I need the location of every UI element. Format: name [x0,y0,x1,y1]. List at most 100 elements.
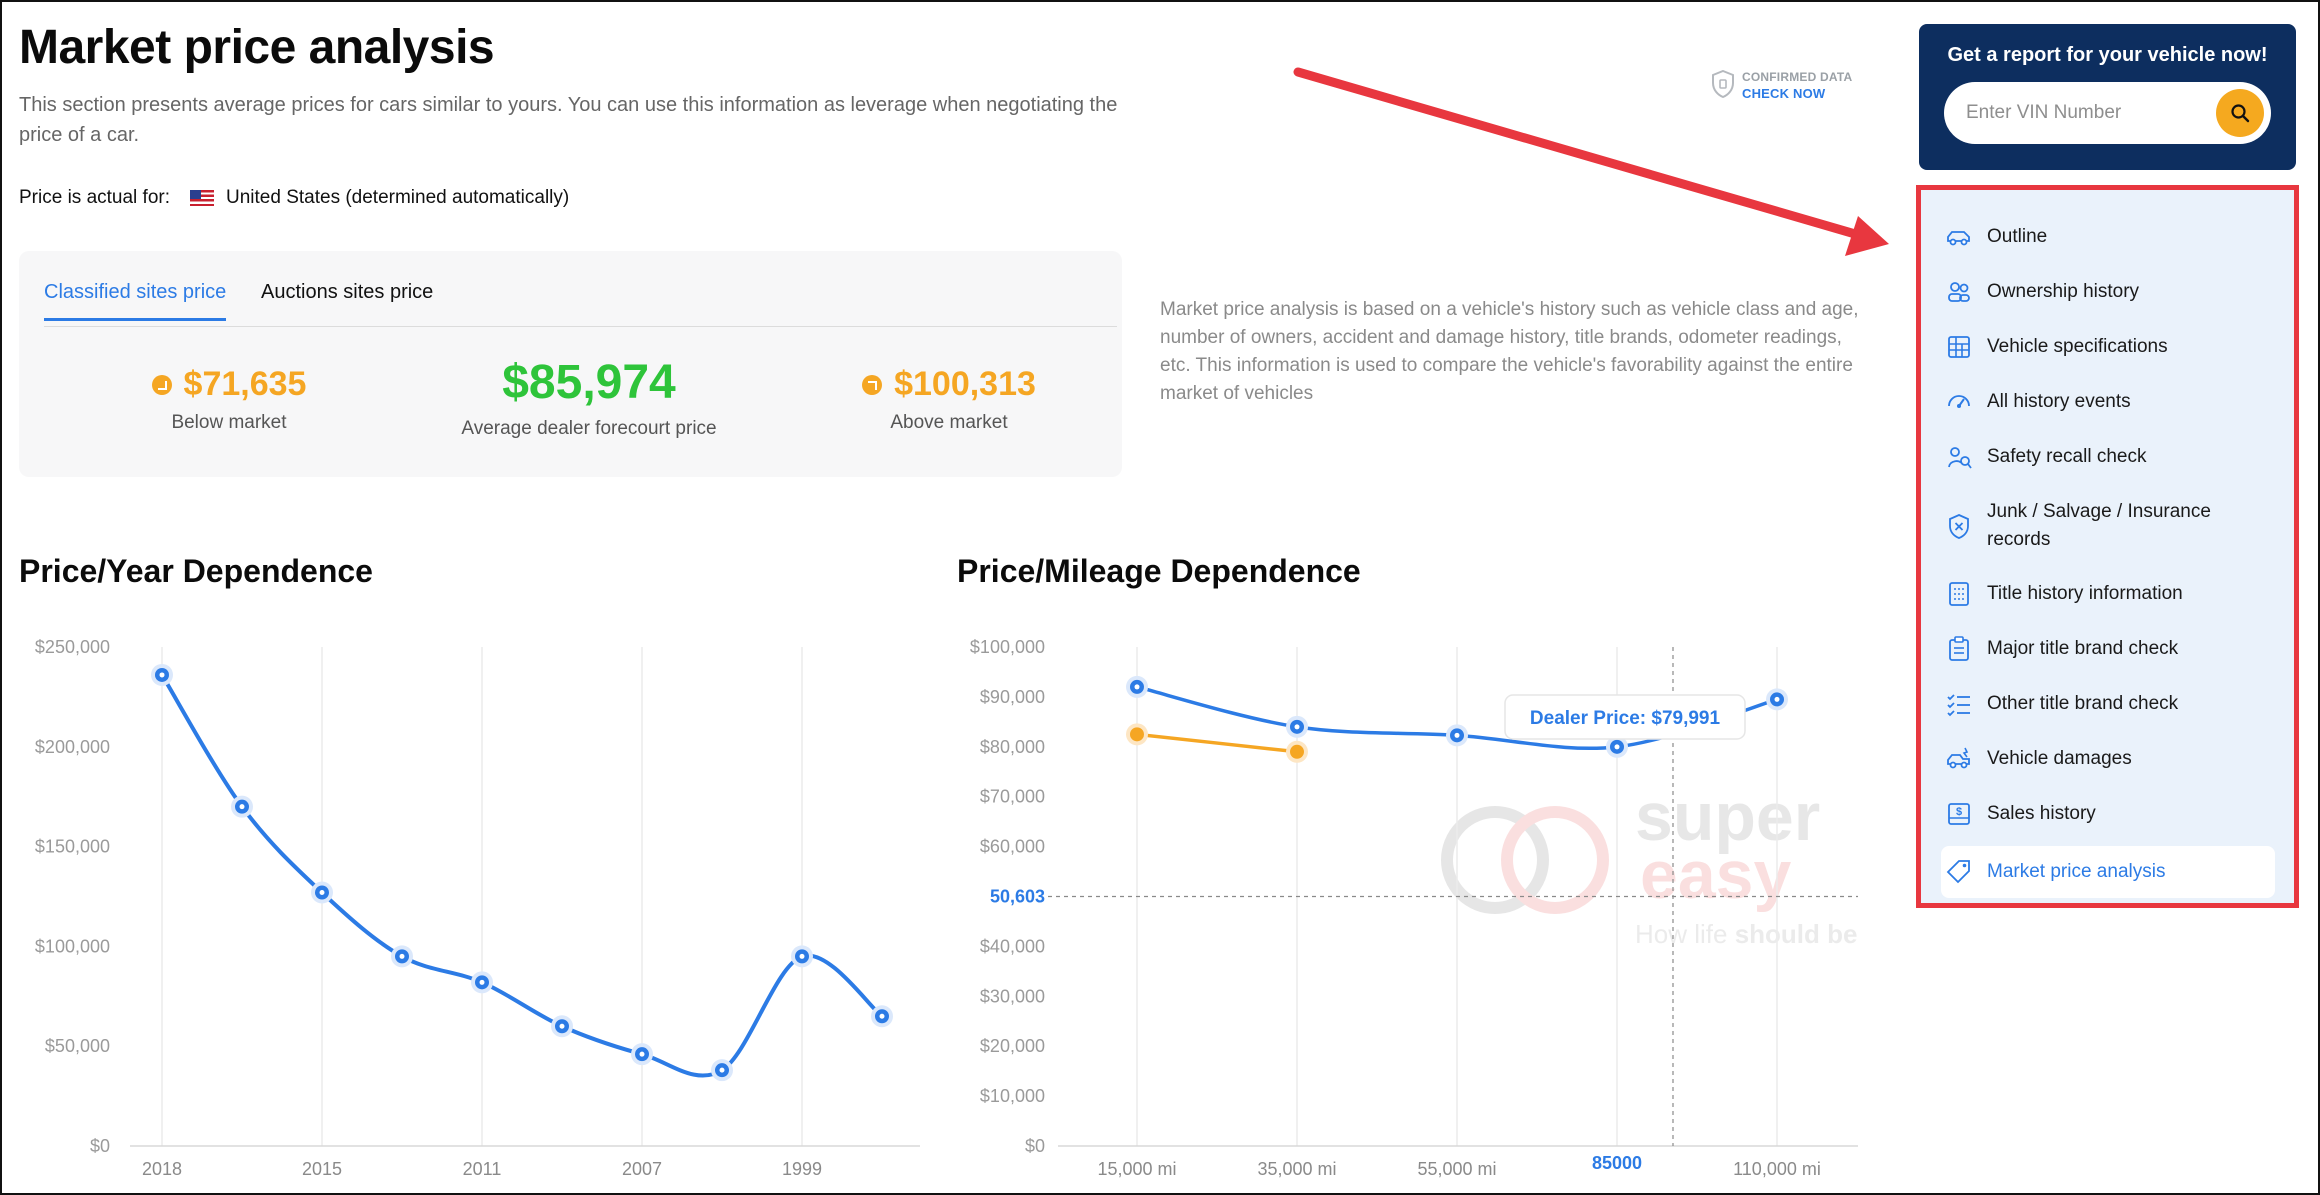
shield-check-icon [1712,70,1734,98]
crosshair-x-label: 85000 [1592,1153,1642,1173]
page-intro: This section presents average prices for… [19,94,1118,146]
nav-item-ownership-history[interactable]: Ownership history [1945,278,2275,306]
y-tick-label: $10,000 [980,1086,1045,1106]
above-market-label: Above market [890,412,1008,433]
confirmed-data-link[interactable]: CONFIRMED DATA CHECK NOW [1712,70,1852,101]
nav-item-label: Vehicle damages [1987,748,2132,769]
report-sections-nav: Outline Ownership history Vehicle specif… [1916,185,2299,908]
data-point-center [479,979,485,985]
analysis-explanation: Market price analysis is based on a vehi… [1160,299,1859,404]
below-market-label: Below market [171,412,287,433]
arrow-up-circle-icon [862,374,883,395]
nav-item-other-title-brand-check[interactable]: Other title brand check [1945,690,2275,718]
nav-item-safety-recall-check[interactable]: Safety recall check [1945,443,2275,471]
us-flag-icon [190,190,214,206]
checklist-icon [1947,694,1970,717]
nav-item-label: Title history information [1987,583,2183,604]
y-tick-label: $90,000 [980,687,1045,707]
below-market-amount: $71,635 [183,365,307,403]
x-tick-label: 2015 [302,1159,342,1179]
nav-item-market-price-analysis[interactable]: Market price analysis [1941,846,2275,898]
y-tick-label: $0 [90,1136,110,1156]
y-tick-label: $100,000 [35,936,110,956]
price-year-chart: $0 $50,000 $100,000 $150,000 $200,000 $250,00… [35,637,920,1179]
x-tick-label: 35,000 mi [1257,1159,1336,1179]
nav-item-label: All history events [1987,391,2131,412]
nav-item-label: Sales history [1987,803,2096,824]
nav-item-label: Safety recall check [1987,446,2147,467]
y-tick-label: $250,000 [35,637,110,657]
nav-item-sales-history[interactable]: $ Sales history [1945,800,2275,828]
y-tick-label: $150,000 [35,837,110,857]
nav-item-vehicle-specifications[interactable]: Vehicle specifications [1945,333,2275,361]
price-region-country: United States (determined automatically) [226,187,570,208]
x-tick-label: 2007 [622,1159,662,1179]
confirmed-data-label: CONFIRMED DATA [1742,70,1853,84]
search-icon [2231,104,2250,123]
y-tick-label: $50,000 [45,1036,110,1056]
series-line [160,673,884,1078]
data-point-center [719,1067,725,1073]
y-tick-label: $100,000 [970,637,1045,657]
check-now-link[interactable]: CHECK NOW [1742,86,1826,101]
vin-report-panel: Get a report for your vehicle now! [1919,24,2296,170]
data-point-center [1294,724,1300,730]
data-point [1130,727,1144,742]
nav-item-major-title-brand-check[interactable]: Major title brand check [1945,635,2275,663]
price-region: Price is actual for: United States (dete… [19,187,569,209]
below-market-price: $71,635 Below market [89,365,369,434]
average-dealer-amount: $85,974 [502,356,676,409]
data-point-center [1454,732,1460,738]
nav-item-label: Outline [1987,226,2048,247]
nav-item-outline[interactable]: Outline [1945,223,2275,251]
x-tick-label: 2011 [463,1159,502,1179]
data-point-center [1134,684,1140,690]
owners-icon [1948,282,1970,302]
nav-item-vehicle-damages[interactable]: Vehicle damages [1945,745,2275,773]
data-point-center [319,890,325,896]
data-point-center [879,1013,885,1019]
chart-tooltip-text: Dealer Price: $79,991 [1530,708,1721,729]
watermark-brand-top: super [1635,779,1820,855]
price-summary-card: Classified sites price Auctions sites pr… [19,251,1122,477]
nav-item-all-history-events[interactable]: All history events [1945,388,2275,416]
recall-icon [1948,447,1972,469]
y-tick-label: $70,000 [980,787,1045,807]
tab-classified-sites[interactable]: Classified sites price [44,281,227,321]
watermark-tagline: How life should be [1635,919,1857,949]
vin-input[interactable] [1966,82,2206,144]
gauge-icon [1948,395,1970,408]
watermark-logo-ring [1441,806,1549,914]
arrow-down-circle-icon [151,374,172,395]
watermark-brand-bottom: easy [1640,837,1791,913]
x-tick-label: 2018 [142,1159,182,1179]
crosshair-y-label: 50,603 [990,887,1045,907]
nav-item-label: Major title brand check [1987,638,2179,659]
above-market-price: $100,313 Above market [799,365,1099,434]
price-mileage-chart-title: Price/Mileage Dependence [957,553,1361,589]
tab-auctions-sites[interactable]: Auctions sites price [261,281,434,303]
y-tick-label: $200,000 [35,737,110,757]
data-point-center [159,672,165,678]
above-market-amount: $100,313 [894,365,1036,403]
y-tick-label: $80,000 [980,737,1045,757]
nav-item-label: Market price analysis [1987,861,2166,882]
svg-text:$: $ [1956,806,1962,818]
document-list-icon [1949,582,1969,606]
nav-item-label: Junk / Salvage / Insurance records [1987,501,2211,550]
vin-search-button[interactable] [2216,89,2264,137]
nav-item-label: Vehicle specifications [1987,336,2168,357]
clipboard-icon [1949,636,1969,661]
nav-item-title-history-information[interactable]: Title history information [1945,580,2275,608]
y-tick-label: $60,000 [980,837,1045,857]
data-point-center [639,1051,645,1057]
nav-item-label: Ownership history [1987,281,2140,302]
page-title: Market price analysis [19,21,495,74]
nav-item-junk-salvage-insurance[interactable]: Junk / Salvage / Insurance records [1945,498,2275,554]
y-tick-label: $0 [1025,1136,1045,1156]
damaged-car-icon [1947,747,1970,769]
watermark-logo-ring [1501,806,1609,914]
y-tick-label: $20,000 [980,1036,1045,1056]
